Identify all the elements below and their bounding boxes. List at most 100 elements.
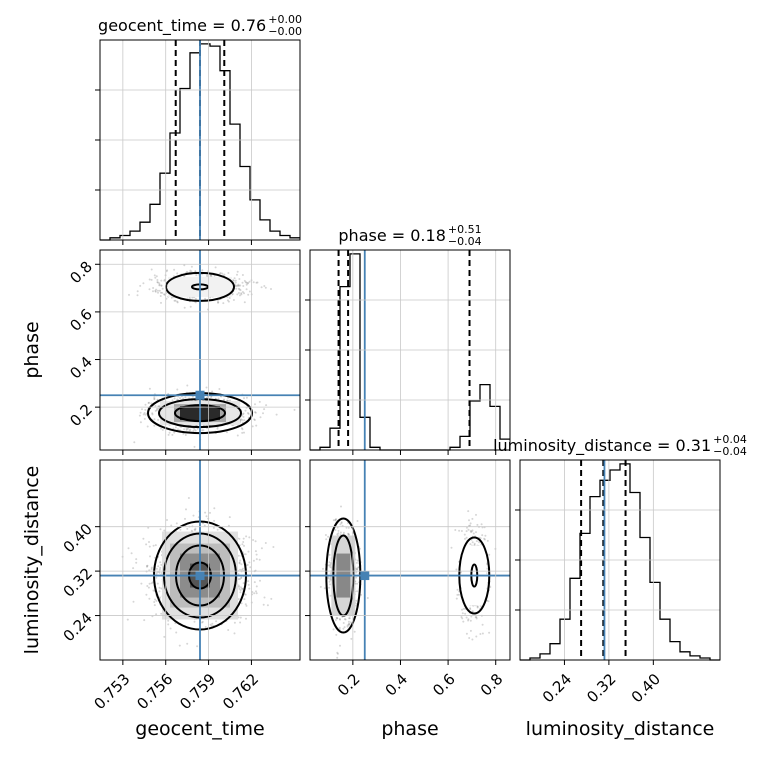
sample-point — [241, 281, 244, 284]
sample-point — [327, 576, 330, 579]
sample-point — [147, 526, 150, 529]
sample-point — [146, 564, 149, 567]
sample-point — [148, 278, 151, 281]
sample-point — [237, 284, 239, 287]
sample-point — [460, 530, 463, 532]
sample-point — [159, 295, 162, 297]
sample-point — [166, 269, 169, 272]
x-tick-label: 0.762 — [219, 670, 262, 713]
panel-frame — [309, 249, 511, 451]
sample-point — [153, 601, 156, 603]
sample-point — [242, 412, 245, 415]
sample-point — [170, 296, 173, 299]
sample-point — [215, 620, 218, 623]
sample-point — [194, 301, 197, 304]
histogram-phase — [310, 253, 510, 451]
sample-point — [142, 537, 145, 540]
sample-point — [450, 546, 453, 549]
sample-point — [186, 270, 188, 273]
sample-point — [176, 272, 179, 275]
sample-point — [238, 537, 241, 540]
panel-frame — [99, 39, 301, 241]
sample-point — [465, 536, 468, 539]
sample-point — [255, 592, 258, 595]
sample-point — [265, 404, 268, 407]
sample-point — [153, 397, 156, 400]
sample-point — [158, 283, 161, 286]
sample-point — [227, 629, 230, 631]
sample-point — [329, 594, 332, 597]
sample-point — [156, 281, 159, 284]
sample-point — [467, 618, 470, 621]
sample-point — [328, 553, 331, 556]
sample-point — [471, 610, 474, 613]
sample-point — [275, 413, 278, 416]
sample-point — [227, 272, 230, 274]
sample-point — [348, 617, 351, 620]
sample-point — [272, 546, 275, 548]
sample-point — [245, 396, 248, 399]
sample-point — [160, 587, 163, 590]
sample-point — [159, 566, 162, 569]
sample-point — [469, 619, 472, 622]
sample-point — [176, 398, 179, 401]
sample-point — [340, 521, 343, 524]
sample-point — [253, 419, 256, 421]
sample-point — [481, 623, 484, 626]
title-upper-error: +0.51 — [448, 223, 482, 236]
sample-point — [201, 620, 204, 623]
sample-point — [167, 433, 170, 436]
sample-point — [337, 532, 340, 535]
sample-point — [242, 415, 245, 418]
sample-point — [155, 599, 158, 602]
sample-point — [243, 292, 245, 295]
sample-point — [190, 265, 193, 268]
sample-point — [255, 585, 258, 588]
sample-point — [186, 527, 189, 530]
sample-point — [248, 561, 251, 564]
sample-point — [339, 523, 342, 526]
sample-point — [147, 586, 150, 589]
sample-point — [348, 617, 351, 620]
sample-point — [148, 545, 151, 548]
sample-point — [163, 279, 166, 282]
sample-point — [189, 305, 192, 308]
sample-point — [193, 528, 196, 531]
sample-point — [182, 397, 185, 400]
sample-point — [252, 539, 255, 541]
sample-point — [245, 283, 248, 286]
sample-point — [143, 412, 146, 414]
sample-point — [327, 577, 329, 580]
sample-point — [462, 620, 465, 623]
sample-point — [458, 529, 461, 532]
sample-point — [173, 431, 176, 434]
sample-point — [241, 431, 244, 434]
sample-point — [240, 586, 243, 589]
sample-point — [336, 651, 339, 654]
sample-point — [336, 617, 339, 620]
sample-point — [163, 293, 166, 296]
sample-point — [158, 289, 161, 292]
sample-point — [253, 592, 256, 595]
sample-point — [346, 624, 349, 627]
sample-point — [184, 517, 186, 520]
sample-point — [242, 285, 245, 287]
sample-point — [479, 633, 482, 635]
sample-point — [223, 398, 225, 401]
sample-point — [263, 285, 266, 287]
truth-marker — [195, 390, 205, 400]
sample-point — [184, 396, 187, 399]
x-axis-label: geocent_time — [135, 718, 264, 740]
sample-point — [255, 281, 258, 284]
sample-point — [226, 399, 229, 402]
sample-point — [209, 623, 212, 626]
sample-point — [475, 617, 478, 620]
sample-point — [245, 617, 247, 620]
sample-point — [184, 434, 187, 436]
sample-point — [476, 606, 479, 609]
title-upper-error: +0.04 — [713, 433, 747, 446]
sample-point — [253, 418, 256, 421]
sample-point — [183, 306, 186, 309]
sample-point — [240, 292, 243, 295]
sample-point — [248, 587, 251, 590]
